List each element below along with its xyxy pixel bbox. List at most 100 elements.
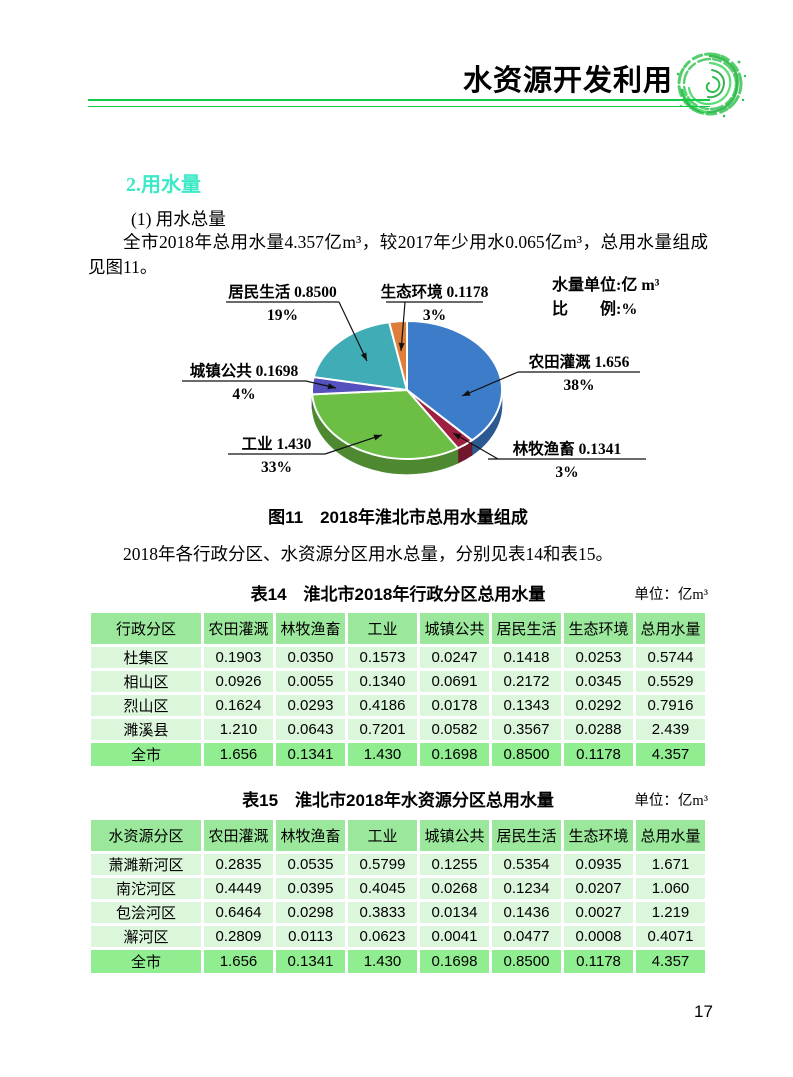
table-cell: 0.8500 — [492, 743, 561, 766]
table14-unit: 单位：亿m³ — [634, 587, 708, 603]
label-leader-line — [452, 432, 646, 460]
table-cell: 0.5744 — [636, 647, 705, 668]
table-cell: 濉溪县 — [91, 719, 201, 740]
table-water-resource-divisions: 水资源分区 农田灌溉 林牧渔畜 工业 城镇公共 居民生活 生态环境 总用水量 萧濉新河区 0.28… — [88, 817, 708, 976]
pie-slice-居民生活 — [312, 321, 408, 391]
table-row: 南沱河区 0.4449 0.0395 0.4045 0.0268 0.1234 0.0207… — [91, 878, 705, 899]
table-cell: 萧濉新河区 — [91, 854, 201, 875]
slice-label-text: 城镇公共 0.1698 — [190, 361, 299, 380]
table-cell: 0.1341 — [276, 743, 345, 766]
label-leader-line — [386, 301, 483, 352]
page-number: 17 — [694, 1002, 713, 1021]
slice-label-text: 居民生活 0.8500 — [228, 282, 337, 301]
table-admin-divisions: 行政分区 农田灌溉 林牧渔畜 工业 城镇公共 居民生活 生态环境 总用水量 杜集区 0.1903 0… — [88, 610, 708, 769]
table-cell: 0.0055 — [276, 671, 345, 692]
table-cell: 0.5354 — [492, 854, 561, 875]
table-header-cell: 居民生活 — [492, 820, 561, 851]
table-header-cell: 林牧渔畜 — [276, 613, 345, 644]
table-cell: 1.219 — [636, 902, 705, 923]
table-header-cell: 生态环境 — [564, 613, 633, 644]
table-total-row: 全市 1.656 0.1341 1.430 0.1698 0.8500 0.1178 4.35… — [91, 743, 705, 766]
table-cell: 全市 — [91, 950, 201, 973]
label-leader-line — [461, 371, 640, 397]
table-row: 萧濉新河区 0.2835 0.0535 0.5799 0.1255 0.5354 0.093… — [91, 854, 705, 875]
slice-label-text: 林牧渔畜 0.1341 — [513, 439, 622, 458]
table-cell: 0.3833 — [348, 902, 417, 923]
figure-caption: 图11 2018年淮北市总用水量组成 — [268, 508, 528, 527]
slice-percent-text: 4% — [232, 386, 255, 403]
subsection-heading: (1) 用水总量 — [131, 209, 226, 229]
header-divider-bottom — [88, 106, 710, 107]
table-cell: 0.0477 — [492, 926, 561, 947]
table15-title: 表15 淮北市2018年水资源分区总用水量 — [242, 791, 554, 810]
table-cell: 0.2809 — [204, 926, 273, 947]
table-cell: 0.1340 — [348, 671, 417, 692]
table-cell: 全市 — [91, 743, 201, 766]
table-cell: 0.0292 — [564, 695, 633, 716]
table-header-cell: 工业 — [348, 820, 417, 851]
table-cell: 0.1436 — [492, 902, 561, 923]
table-cell: 4.357 — [636, 743, 705, 766]
table15-unit: 单位：亿m³ — [634, 793, 708, 809]
table-cell: 0.0535 — [276, 854, 345, 875]
table-cell: 0.1341 — [276, 950, 345, 973]
table-row: 烈山区 0.1624 0.0293 0.4186 0.0178 0.1343 0.0292 0… — [91, 695, 705, 716]
table-cell: 1.656 — [204, 743, 273, 766]
pie-chart-figure: 农田灌溉 1.656 38% 林牧渔畜 0.1341 3% 工业 1.430 33% 城镇公… — [88, 274, 748, 498]
chart-ratio-note: 比 例:% — [552, 299, 637, 318]
table-cell: 相山区 — [91, 671, 201, 692]
table14-title: 表14 淮北市2018年行政分区总用水量 — [250, 585, 546, 604]
section-heading: 2.用水量 — [126, 174, 201, 196]
slice-percent-text: 19% — [267, 307, 298, 324]
table-cell: 0.2835 — [204, 854, 273, 875]
table-cell: 澥河区 — [91, 926, 201, 947]
table-header-cell: 总用水量 — [636, 820, 705, 851]
table-cell: 0.1624 — [204, 695, 273, 716]
table-header-cell: 农田灌溉 — [204, 820, 273, 851]
page-header-title: 水资源开发利用 — [462, 65, 673, 97]
table-cell: 0.7916 — [636, 695, 705, 716]
table-header-cell: 城镇公共 — [420, 820, 489, 851]
table-header-row: 水资源分区 农田灌溉 林牧渔畜 工业 城镇公共 居民生活 生态环境 总用水量 — [91, 820, 705, 851]
label-arrowhead — [462, 390, 471, 396]
table-cell: 1.060 — [636, 878, 705, 899]
slice-percent-text: 38% — [564, 377, 595, 394]
table-cell: 0.0298 — [276, 902, 345, 923]
table-cell: 0.1698 — [420, 743, 489, 766]
table-cell: 0.0041 — [420, 926, 489, 947]
table-cell: 1.430 — [348, 950, 417, 973]
table-cell: 0.0691 — [420, 671, 489, 692]
table-cell: 0.4449 — [204, 878, 273, 899]
table-cell: 0.1343 — [492, 695, 561, 716]
table-cell: 0.0207 — [564, 878, 633, 899]
slice-label-text: 农田灌溉 1.656 — [528, 352, 630, 371]
table15-title-row: 表15 淮北市2018年水资源分区总用水量 单位：亿m³ — [88, 786, 708, 810]
table-cell: 0.3567 — [492, 719, 561, 740]
table-header-cell: 行政分区 — [91, 613, 201, 644]
table-cell: 0.0134 — [420, 902, 489, 923]
table-header-cell: 农田灌溉 — [204, 613, 273, 644]
label-leader-line — [226, 301, 368, 362]
chart-unit-note: 水量单位:亿 m³ — [552, 275, 660, 294]
table-cell: 0.0935 — [564, 854, 633, 875]
table-header-cell: 工业 — [348, 613, 417, 644]
table-cell: 0.0113 — [276, 926, 345, 947]
header-divider-top — [88, 99, 710, 101]
table-cell: 烈山区 — [91, 695, 201, 716]
table-cell: 0.1698 — [420, 950, 489, 973]
table-cell: 0.0268 — [420, 878, 489, 899]
pie-slice-工业 — [311, 389, 459, 460]
table-row: 杜集区 0.1903 0.0350 0.1573 0.0247 0.1418 0.0253 0… — [91, 647, 705, 668]
table-cell: 1.656 — [204, 950, 273, 973]
table-cell: 0.0643 — [276, 719, 345, 740]
table14-title-row: 表14 淮北市2018年行政分区总用水量 单位：亿m³ — [88, 580, 708, 604]
table-row: 濉溪县 1.210 0.0643 0.7201 0.0582 0.3567 0.0288 2.… — [91, 719, 705, 740]
table-cell: 0.1418 — [492, 647, 561, 668]
body-paragraph-total-usage: 全市2018年总用水量4.357亿m³，较2017年少用水0.065亿m³，总用… — [88, 232, 708, 278]
label-arrowhead — [373, 434, 382, 441]
table-cell: 1.430 — [348, 743, 417, 766]
table-cell: 0.0288 — [564, 719, 633, 740]
table-cell: 0.0027 — [564, 902, 633, 923]
table-cell: 0.0253 — [564, 647, 633, 668]
